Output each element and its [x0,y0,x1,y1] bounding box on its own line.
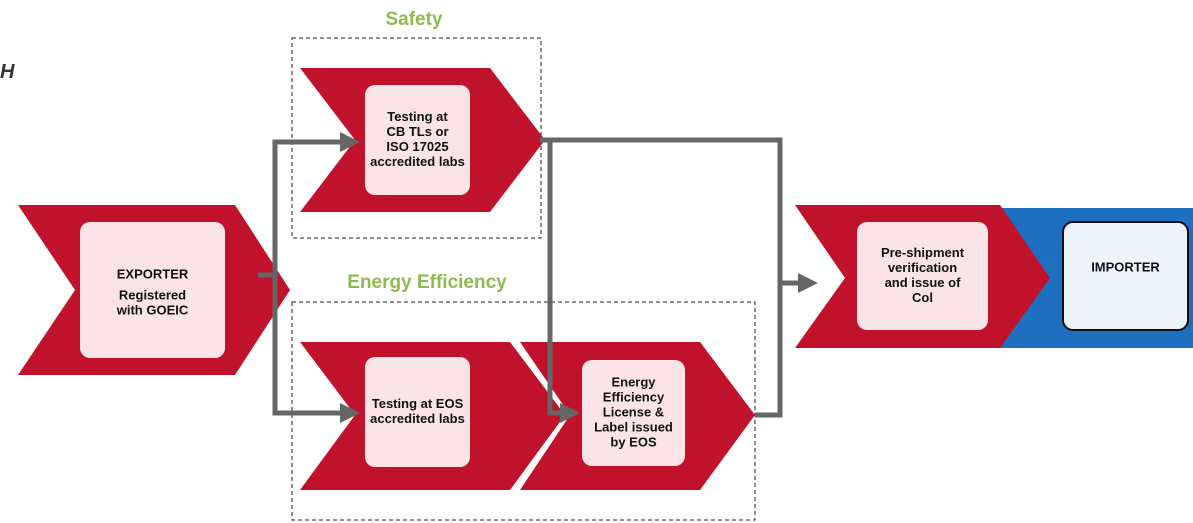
connectors [258,132,818,423]
node-box [857,222,988,330]
node-label: by EOS [610,434,657,449]
node-label: with GOEIC [116,302,189,317]
node-box [365,85,470,195]
node-box [365,357,470,467]
node-box [1062,221,1189,331]
node-label: Efficiency [603,389,665,404]
node-label: ISO 17025 [386,139,448,154]
node-label: Col [912,290,933,305]
group-label: Safety [385,9,442,30]
node-label: Label issued [594,419,673,434]
node-label: Energy [611,374,656,389]
node-label: accredited labs [370,154,465,169]
safety-group [291,37,542,239]
node-label: verification [888,260,957,275]
node-label: accredited labs [370,411,465,426]
group-label: Energy Efficiency [347,272,507,293]
node-label: Registered [119,287,186,302]
node-label: and issue of [885,275,962,290]
node-label: License & [603,404,664,419]
node-label: EXPORTER [117,266,189,281]
header-fragment: H [0,61,15,83]
node-label: IMPORTER [1091,259,1160,274]
node-box [80,222,225,358]
node-label: CB TLs or [386,124,448,139]
node-label: Pre-shipment [881,245,965,260]
node-box [582,360,685,466]
node-label: Testing at EOS [372,396,464,411]
node-label: Testing at [387,109,448,124]
